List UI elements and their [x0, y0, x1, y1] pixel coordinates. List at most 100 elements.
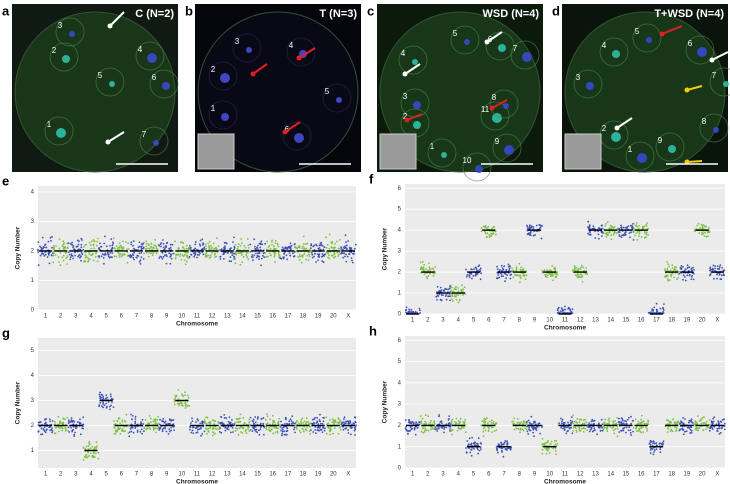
plot-area: [38, 338, 356, 468]
embryo: [197, 11, 359, 173]
arrow-head: [614, 125, 620, 131]
cell-label: 2: [403, 112, 408, 121]
panel-letter: c: [367, 3, 374, 18]
cell-label: 5: [325, 87, 330, 96]
arrow: [711, 51, 729, 61]
x-tick-label: 12: [577, 472, 584, 478]
x-tick-label: 8: [150, 314, 154, 320]
cell-label: 11: [481, 105, 490, 114]
y-tick-label: 3: [31, 219, 35, 225]
blastomere: [55, 17, 85, 47]
nucleus: [723, 81, 729, 87]
x-tick-label: 5: [472, 472, 476, 478]
x-tick-label: X: [715, 472, 719, 478]
x-tick-label: 2: [426, 472, 430, 478]
panel-letter: b: [185, 3, 193, 18]
x-tick-label: 14: [239, 314, 246, 320]
panel-title: T (N=3): [319, 8, 357, 20]
cell-label: 4: [289, 41, 294, 50]
x-tick-label: 5: [104, 472, 108, 478]
nucleus: [612, 50, 620, 58]
point-cloud: [480, 417, 498, 437]
point-cloud: [617, 415, 635, 436]
arrow-head: [402, 71, 408, 77]
y-axis-title: Copy Number: [382, 227, 389, 270]
y-tick-label: 1: [398, 291, 402, 297]
x-tick-label: 14: [607, 472, 614, 478]
x-tick-label: 20: [699, 318, 706, 324]
x-tick-label: 9: [165, 472, 169, 478]
x-tick-label: 7: [135, 314, 139, 320]
x-tick-label: 20: [330, 314, 337, 320]
x-tick-label: 19: [315, 472, 322, 478]
arrow: [284, 121, 301, 133]
blastomere: [510, 40, 540, 70]
nucleus: [522, 52, 532, 62]
nucleus: [441, 152, 447, 158]
blastomere: [625, 141, 655, 171]
point-cloud: [294, 417, 312, 435]
cell-label: 3: [403, 92, 408, 101]
x-tick-label: 3: [74, 314, 78, 320]
embryo: [564, 11, 726, 173]
nucleus: [162, 82, 170, 90]
cell-label: 9: [658, 136, 663, 145]
x-tick-label: 16: [638, 318, 645, 324]
nucleus: [475, 165, 483, 173]
x-tick-label: 15: [254, 314, 261, 320]
y-tick-label: 0: [31, 308, 35, 314]
arrow: [486, 31, 503, 43]
blastomere: [398, 45, 428, 75]
point-cloud: [708, 416, 726, 435]
arrow: [661, 25, 683, 35]
nucleus: [294, 133, 304, 143]
x-tick-label: 17: [653, 472, 660, 478]
point-cloud: [325, 233, 342, 260]
x-tick-label: 4: [457, 472, 461, 478]
x-tick-label: 2: [59, 314, 63, 320]
blastomere: [427, 138, 457, 168]
point-cloud: [404, 306, 421, 314]
x-tick-label: 2: [59, 472, 63, 478]
arrow-head: [684, 87, 690, 93]
x-tick-label: 6: [120, 314, 124, 320]
nucleus: [646, 37, 652, 43]
point-cloud: [158, 239, 175, 265]
cell-label: 4: [138, 45, 143, 54]
x-tick-label: 14: [239, 472, 246, 478]
blastomere: [282, 121, 312, 151]
point-cloud: [664, 261, 680, 282]
x-tick-label: 11: [194, 472, 201, 478]
x-tick-label: 11: [194, 314, 201, 320]
y-tick-label: 5: [31, 348, 35, 354]
nucleus: [504, 145, 514, 155]
x-tick-label: 10: [546, 472, 553, 478]
x-tick-label: 9: [165, 314, 169, 320]
cell-label: 4: [401, 49, 406, 58]
x-tick-label: 12: [577, 318, 584, 324]
point-cloud: [556, 305, 574, 314]
cell-label: 5: [98, 71, 103, 80]
arrow: [252, 63, 268, 75]
x-tick-label: 18: [668, 472, 675, 478]
arrow-head: [282, 129, 288, 135]
arrow-head: [404, 117, 410, 123]
y-tick-label: 4: [398, 228, 402, 234]
blastomere: [599, 37, 629, 67]
point-cloud: [249, 238, 266, 267]
point-cloud: [113, 413, 130, 435]
cell-label: 3: [576, 73, 581, 82]
arrow-head: [296, 55, 302, 61]
image-panel: 342516T (N=3)b: [185, 3, 361, 173]
cell-label: 10: [463, 156, 472, 165]
cell-label: 3: [58, 21, 63, 30]
blastomere: [44, 116, 74, 146]
arrow-head: [484, 39, 490, 45]
x-tick-label: 18: [300, 472, 307, 478]
x-tick-label: 17: [653, 318, 660, 324]
cell-label: 6: [152, 73, 157, 82]
cell-label: 7: [712, 71, 717, 80]
arrow-head: [107, 23, 113, 29]
y-tick-label: 3: [398, 402, 402, 408]
x-tick-label: 9: [533, 472, 537, 478]
